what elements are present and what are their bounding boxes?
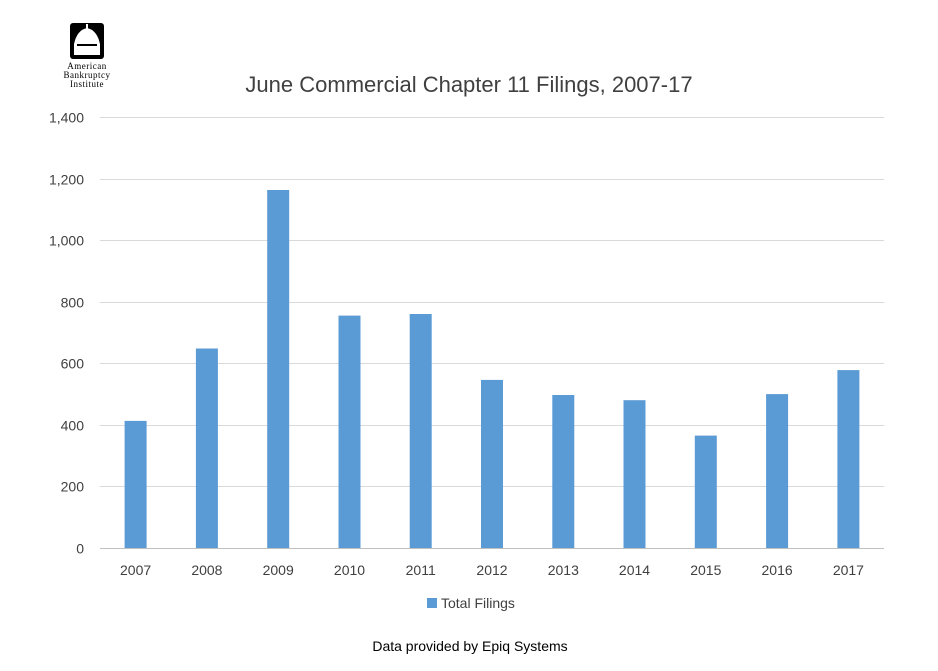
legend-swatch <box>427 598 437 608</box>
chart-title: June Commercial Chapter 11 Filings, 2007… <box>245 72 692 97</box>
bar-2017 <box>837 370 860 548</box>
source-note: Data provided by Epiq Systems <box>372 638 567 654</box>
bar-2008 <box>195 348 218 548</box>
legend-label: Total Filings <box>441 595 515 611</box>
x-tick-label: 2017 <box>833 562 864 578</box>
abi-logo: American Bankruptcy Institute <box>64 23 111 89</box>
x-tick-label: 2009 <box>263 562 294 578</box>
x-tick-label: 2010 <box>334 562 365 578</box>
bar-2015 <box>694 435 717 548</box>
bar-2014 <box>623 400 646 548</box>
logo-line-1: American <box>67 61 106 71</box>
x-tick-label: 2016 <box>762 562 793 578</box>
y-tick-label: 1,200 <box>49 172 84 188</box>
x-tick-label: 2007 <box>120 562 151 578</box>
y-tick-label: 800 <box>61 295 85 311</box>
y-tick-label: 1,000 <box>49 233 84 249</box>
y-tick-label: 600 <box>61 356 85 372</box>
x-tick-label: 2008 <box>191 562 222 578</box>
y-tick-label: 0 <box>76 541 84 557</box>
x-tick-label: 2011 <box>406 562 436 578</box>
bar-2011 <box>409 314 432 548</box>
bar-2016 <box>766 394 789 548</box>
x-tick-label: 2015 <box>690 562 721 578</box>
bar-2013 <box>552 395 575 548</box>
bars <box>124 190 860 548</box>
logo-line-3: Institute <box>70 79 104 89</box>
y-axis-tick-labels: 0 200 400 600 800 1,000 1,200 1,400 <box>49 110 84 557</box>
x-axis-tick-labels: 2007 2008 2009 2010 2011 2012 2013 2014 2015 2016… <box>120 562 864 578</box>
bar-2007 <box>124 420 147 548</box>
legend: Total Filings <box>427 595 515 611</box>
bar-2010 <box>338 315 361 548</box>
bar-2009 <box>267 190 290 548</box>
x-tick-label: 2012 <box>476 562 507 578</box>
y-tick-label: 200 <box>61 479 85 495</box>
y-tick-label: 1,400 <box>49 110 84 126</box>
bar-2012 <box>481 379 503 548</box>
gridlines <box>100 117 884 549</box>
logo-line-2: Bankruptcy <box>64 70 111 80</box>
y-tick-label: 400 <box>61 418 85 434</box>
x-tick-label: 2013 <box>548 562 579 578</box>
x-tick-label: 2014 <box>619 562 650 578</box>
